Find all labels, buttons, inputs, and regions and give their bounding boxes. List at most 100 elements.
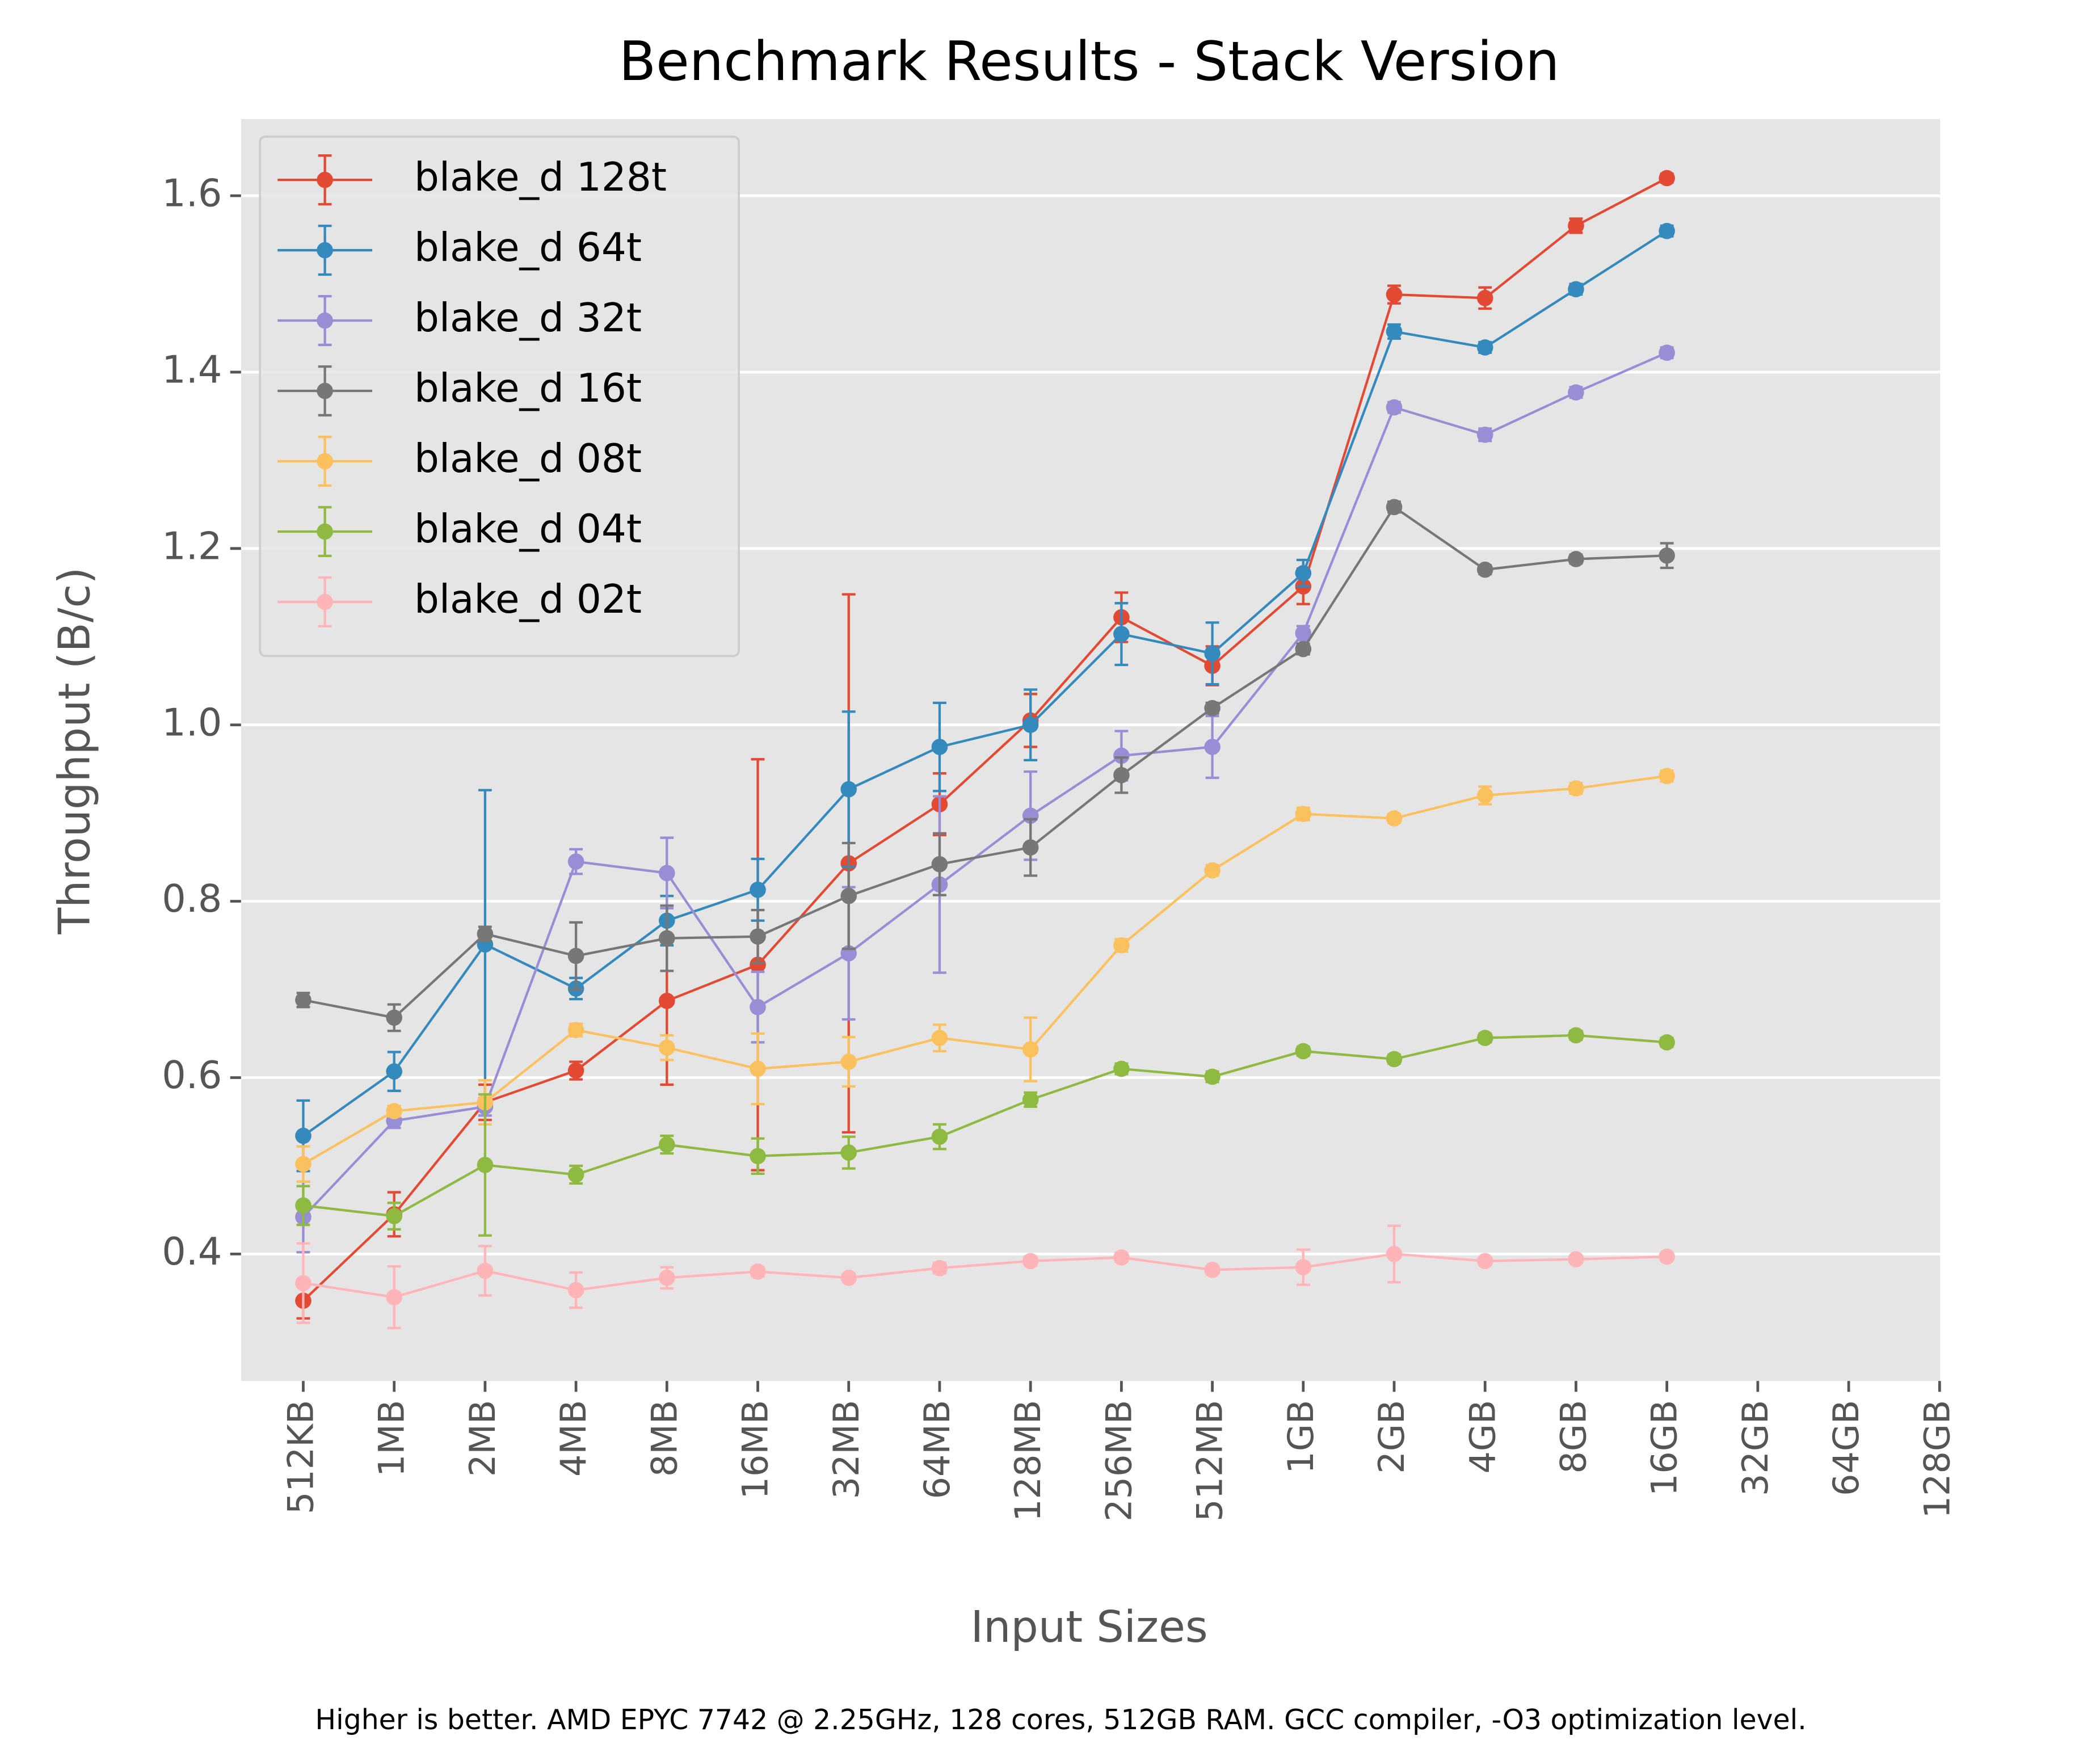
- x-tick-label: 1GB: [1280, 1400, 1322, 1474]
- marker: [386, 1208, 402, 1224]
- legend-label: blake_d 04t: [414, 507, 642, 552]
- marker: [1659, 170, 1675, 187]
- x-tick-label: 8MB: [643, 1400, 685, 1477]
- marker: [1204, 862, 1221, 879]
- x-tick-label: 4GB: [1462, 1400, 1503, 1474]
- marker: [1476, 787, 1493, 804]
- series-line: [303, 505, 1667, 1019]
- marker: [931, 739, 948, 755]
- marker: [840, 781, 857, 798]
- marker: [1568, 1027, 1584, 1044]
- marker: [1568, 281, 1584, 298]
- marker: [931, 1128, 948, 1145]
- legend-marker: [317, 242, 333, 259]
- x-tick-label: 64GB: [1825, 1400, 1867, 1496]
- footnote: Higher is better. AMD EPYC 7742 @ 2.25GH…: [315, 1704, 1806, 1736]
- marker: [1568, 551, 1584, 567]
- marker: [1295, 625, 1312, 642]
- marker: [1022, 1092, 1039, 1108]
- marker: [1659, 344, 1675, 361]
- legend-marker: [317, 171, 333, 188]
- y-tick-label: 0.4: [162, 1229, 222, 1274]
- x-tick-label: 2MB: [462, 1400, 503, 1477]
- marker: [1113, 1060, 1130, 1077]
- y-tick-label: 0.8: [162, 877, 222, 921]
- series-line: [303, 1034, 1667, 1217]
- marker: [1386, 323, 1403, 340]
- x-tick-label: 4MB: [553, 1400, 594, 1477]
- legend-label: blake_d 16t: [414, 366, 642, 411]
- marker: [477, 1262, 494, 1279]
- marker: [750, 928, 766, 945]
- x-tick-label: 32GB: [1735, 1400, 1776, 1496]
- marker: [386, 1103, 402, 1119]
- marker: [1386, 1246, 1403, 1262]
- marker: [386, 1289, 402, 1305]
- marker: [1476, 290, 1493, 306]
- marker: [1295, 1259, 1312, 1275]
- y-tick-label: 1.6: [162, 171, 222, 216]
- marker: [1022, 717, 1039, 734]
- marker: [295, 1275, 312, 1291]
- marker: [1476, 339, 1493, 356]
- marker: [1022, 839, 1039, 856]
- x-tick-label: 32MB: [826, 1400, 867, 1499]
- marker: [750, 1148, 766, 1165]
- x-tick-label: 512MB: [1189, 1400, 1231, 1522]
- marker: [750, 998, 766, 1016]
- marker: [295, 1156, 312, 1173]
- marker: [1113, 747, 1130, 764]
- y-axis-label: Throughput (B/c): [49, 567, 99, 935]
- legend-marker: [317, 453, 333, 470]
- marker: [1204, 739, 1221, 755]
- marker: [750, 882, 766, 898]
- marker: [1295, 565, 1312, 582]
- marker: [659, 1136, 675, 1153]
- chart-title: Benchmark Results - Stack Version: [619, 30, 1560, 93]
- marker: [1568, 384, 1584, 401]
- marker: [659, 1039, 675, 1056]
- marker: [659, 930, 675, 947]
- marker: [1659, 768, 1675, 785]
- marker: [1568, 780, 1584, 797]
- x-tick-label: 8GB: [1553, 1400, 1594, 1474]
- marker: [295, 1197, 312, 1214]
- legend-label: blake_d 32t: [414, 296, 642, 341]
- marker: [659, 1270, 675, 1286]
- x-tick-label: 2GB: [1371, 1400, 1412, 1474]
- legend-marker: [317, 382, 333, 399]
- x-tick-label: 16GB: [1644, 1400, 1685, 1496]
- marker: [477, 925, 494, 942]
- y-tick-label: 1.2: [162, 524, 222, 568]
- marker: [1476, 561, 1493, 578]
- marker: [1568, 217, 1584, 234]
- marker: [1295, 806, 1312, 823]
- y-tick-label: 0.6: [162, 1053, 222, 1097]
- marker: [1113, 767, 1130, 783]
- marker: [1204, 1068, 1221, 1085]
- marker: [386, 1009, 402, 1026]
- marker: [1022, 1253, 1039, 1270]
- marker: [295, 1127, 312, 1144]
- marker: [567, 1062, 584, 1079]
- series-line: [303, 1253, 1667, 1299]
- marker: [840, 887, 857, 904]
- marker: [1476, 426, 1493, 443]
- series-line: [302, 177, 1668, 1302]
- x-tick-label: 64MB: [916, 1400, 958, 1499]
- legend-marker: [317, 593, 333, 610]
- marker: [1386, 399, 1403, 416]
- legend-marker: [317, 312, 333, 329]
- marker: [1204, 700, 1221, 717]
- marker: [567, 1022, 584, 1038]
- marker: [1295, 641, 1312, 658]
- marker: [840, 1054, 857, 1070]
- marker: [386, 1063, 402, 1080]
- marker: [750, 957, 766, 973]
- x-tick-label: 128GB: [1916, 1400, 1958, 1519]
- legend-label: blake_d 08t: [414, 436, 642, 482]
- x-tick-label: 128MB: [1007, 1400, 1049, 1522]
- legend: [259, 136, 740, 658]
- marker: [1386, 1051, 1403, 1068]
